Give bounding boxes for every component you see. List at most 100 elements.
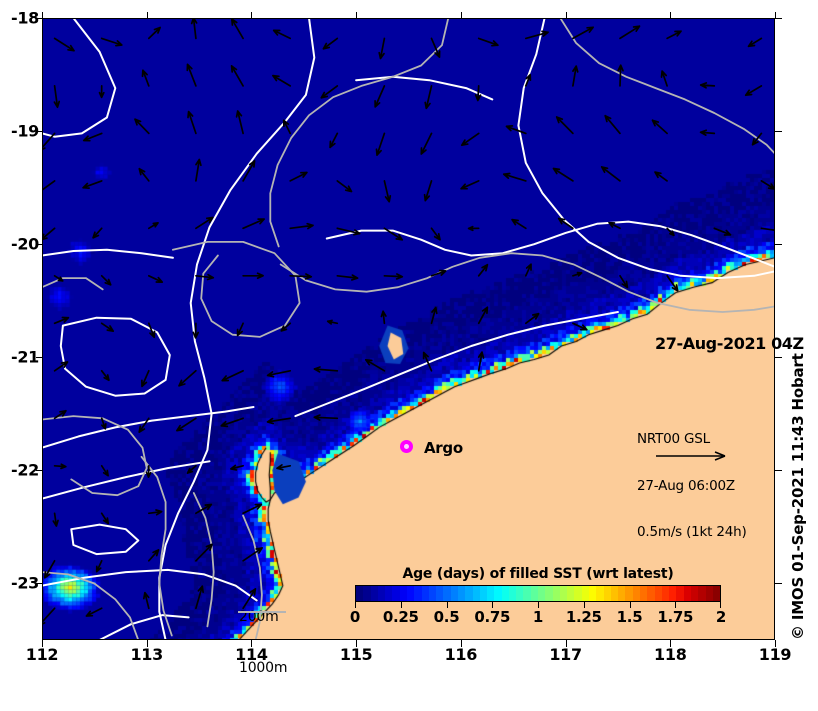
colorbar-segment <box>705 586 713 601</box>
colorbar-segment <box>690 586 699 601</box>
current-vector-94 <box>147 322 156 339</box>
current-vector-24 <box>474 85 482 102</box>
current-vector-109 <box>266 369 292 378</box>
current-vector-41 <box>505 125 527 135</box>
current-vector-9 <box>477 37 499 47</box>
argo-float-marker[interactable] <box>400 440 413 453</box>
y-tick-left <box>36 583 43 585</box>
colorbar-segment <box>669 586 677 601</box>
current-vector-74 <box>608 221 621 230</box>
current-vector-69 <box>383 227 404 241</box>
current-vector-58 <box>552 167 574 182</box>
current-legend-line-2: 27-Aug 06:00Z <box>637 477 735 494</box>
current-vector-11 <box>572 26 594 40</box>
current-vector-67 <box>289 222 314 230</box>
colorbar-segment <box>538 586 546 601</box>
colorbar-tick <box>629 602 631 608</box>
colorbar-tick-label-0.75: 0.75 <box>474 608 511 626</box>
current-vector-16 <box>98 85 105 99</box>
current-vector-79 <box>100 274 112 286</box>
current-vector-133 <box>95 559 103 573</box>
colorbar-tick <box>538 602 539 608</box>
colorbar-segment <box>399 586 407 601</box>
bathymetry-contour-1000m-5 <box>269 18 450 248</box>
current-vector-101 <box>477 306 489 325</box>
bathymetry-contour-1000m-2 <box>42 571 140 640</box>
bathy-legend-200m: 200m <box>239 609 279 625</box>
current-vector-35 <box>235 110 244 135</box>
y-axis-label-neg22: -22 <box>10 460 39 480</box>
x-tick-bot <box>775 640 776 647</box>
current-vector-60 <box>654 171 668 182</box>
map-plot-area[interactable] <box>42 18 775 640</box>
current-vector-59 <box>600 166 621 182</box>
y-tick-left <box>36 131 43 133</box>
argo-float-label: Argo <box>424 439 463 457</box>
x-tick-bot <box>42 640 43 647</box>
current-vector-71 <box>467 225 480 232</box>
y-tick-right <box>775 131 782 133</box>
colorbar-segment <box>552 586 560 601</box>
colorbar-segment <box>370 586 378 601</box>
current-vector-138 <box>85 607 103 617</box>
colorbar-segment <box>457 586 466 601</box>
current-vector-5 <box>272 29 292 40</box>
current-vector-131 <box>242 503 263 515</box>
current-vector-125 <box>230 464 244 471</box>
colorbar-segment <box>494 586 502 601</box>
colorbar-segment <box>530 586 539 601</box>
colorbar-tick-label-1.75: 1.75 <box>657 608 694 626</box>
bathy-legend-1000m: 1000m <box>239 660 288 676</box>
x-axis-label-116: 116 <box>444 645 478 664</box>
current-vector-90 <box>619 274 629 289</box>
current-vector-89 <box>572 271 583 277</box>
current-vector-42 <box>555 116 574 135</box>
x-tick-bot <box>146 640 148 647</box>
colorbar-segment <box>632 586 640 601</box>
current-vector-88 <box>524 263 532 277</box>
current-vector-43 <box>604 114 621 135</box>
current-vector-86 <box>430 269 447 277</box>
y-tick-right <box>775 244 782 246</box>
current-vector-76 <box>713 227 732 236</box>
current-vector-96 <box>236 322 244 337</box>
current-vector-78 <box>53 274 64 282</box>
current-vector-106 <box>141 369 150 388</box>
colorbar-segment <box>428 586 437 601</box>
x-axis-label-113: 113 <box>130 645 163 664</box>
current-vector-122 <box>100 464 109 477</box>
colorbar-segment <box>639 586 648 601</box>
current-vector-93 <box>100 322 115 332</box>
current-vector-140 <box>195 585 204 610</box>
x-tick-bot <box>251 640 253 647</box>
colorbar-segment <box>610 586 619 601</box>
current-vector-119 <box>266 417 292 425</box>
current-vector-19 <box>230 65 244 87</box>
y-axis-label-neg23: -23 <box>10 573 39 593</box>
colorbar-segment <box>712 586 721 601</box>
colorbar-segment <box>661 586 670 601</box>
current-vector-95 <box>192 322 200 339</box>
current-vector-8 <box>430 37 441 58</box>
bathymetry-contour-1000m-1 <box>42 415 148 497</box>
current-vector-70 <box>430 227 441 241</box>
colorbar-segment <box>377 586 386 601</box>
colorbar-segment <box>647 586 655 601</box>
bathymetry-contour-200m-3 <box>42 248 174 259</box>
current-vector-116 <box>138 417 150 433</box>
current-vector-6 <box>322 37 339 50</box>
bathymetry-contour-200m-10 <box>355 75 494 101</box>
bathymetry-contour-200m-11 <box>325 220 775 268</box>
bathymetry-contour-1000m-9 <box>42 277 104 291</box>
x-tick-top <box>670 12 672 19</box>
colorbar-segment <box>589 586 597 601</box>
colorbar-tick <box>675 602 677 608</box>
current-vector-56 <box>460 180 480 190</box>
bathymetry-contour-200m-2 <box>517 18 775 280</box>
x-tick-top <box>775 12 776 19</box>
current-vector-14 <box>747 37 763 48</box>
current-vector-113 <box>477 351 485 372</box>
colorbar-tick <box>400 602 402 608</box>
current-vector-3 <box>190 18 198 40</box>
current-vector-23 <box>424 85 433 110</box>
